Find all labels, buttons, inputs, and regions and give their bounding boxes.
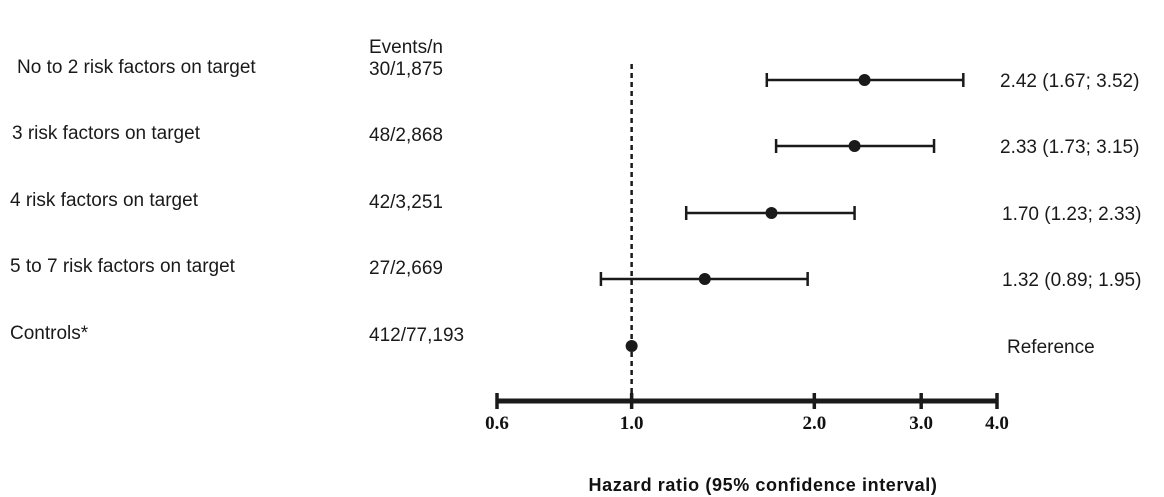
row-events: 412/77,193 bbox=[369, 325, 464, 346]
events-column-header: Events/n bbox=[369, 37, 443, 58]
rows: No to 2 risk factors on target 30/1,875 2.… bbox=[10, 57, 1141, 358]
row-events: 42/3,251 bbox=[369, 192, 443, 213]
x-tick-label: 3.0 bbox=[909, 413, 933, 434]
row-label: 5 to 7 risk factors on target bbox=[10, 256, 236, 277]
x-tick-label: 0.6 bbox=[485, 413, 509, 434]
row-label: 3 risk factors on target bbox=[12, 123, 201, 144]
forest-row: No to 2 risk factors on target 30/1,875 2.… bbox=[17, 57, 1139, 92]
x-tick-label: 1.0 bbox=[620, 413, 644, 434]
row-label: 4 risk factors on target bbox=[10, 190, 199, 211]
row-events: 27/2,669 bbox=[369, 258, 443, 279]
forest-row: 4 risk factors on target 42/3,251 1.70 (1.… bbox=[10, 190, 1141, 225]
row-events: 30/1,875 bbox=[369, 59, 443, 80]
x-axis-label: Hazard ratio (95% confidence interval) bbox=[589, 475, 938, 495]
row-estimate-text: 2.33 (1.73; 3.15) bbox=[1000, 137, 1139, 158]
forest-row: 3 risk factors on target 48/2,868 2.33 (1.… bbox=[12, 123, 1139, 158]
hazard-ratio-point bbox=[765, 207, 778, 219]
hazard-ratio-point bbox=[848, 140, 861, 152]
x-tick-label: 4.0 bbox=[985, 413, 1009, 434]
x-tick-label: 2.0 bbox=[802, 413, 826, 434]
row-label: No to 2 risk factors on target bbox=[17, 57, 256, 78]
row-events: 48/2,868 bbox=[369, 125, 443, 146]
hazard-ratio-point bbox=[858, 74, 871, 86]
row-estimate-text: 1.70 (1.23; 2.33) bbox=[1002, 204, 1141, 225]
forest-row: 5 to 7 risk factors on target 27/2,669 1.3… bbox=[10, 256, 1141, 291]
row-estimate-text: Reference bbox=[1007, 337, 1095, 358]
row-estimate-text: 2.42 (1.67; 3.52) bbox=[1000, 71, 1139, 92]
row-label: Controls* bbox=[10, 323, 89, 344]
hazard-ratio-point bbox=[698, 273, 711, 285]
row-estimate-text: 1.32 (0.89; 1.95) bbox=[1002, 270, 1141, 291]
forest-row: Controls* 412/77,193 Reference bbox=[10, 323, 1095, 358]
x-axis: 0.6 1.0 2.0 3.0 4.0 bbox=[485, 393, 1009, 434]
